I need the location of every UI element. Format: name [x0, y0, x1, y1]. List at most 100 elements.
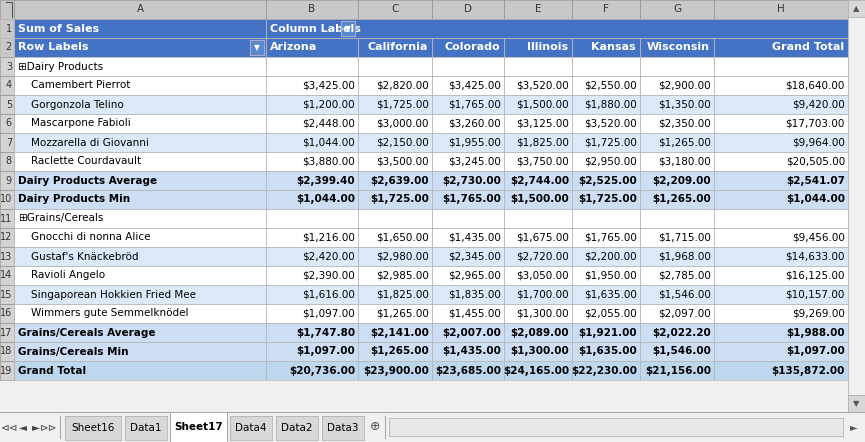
- Text: $17,703.00: $17,703.00: [785, 118, 845, 129]
- Text: $2,089.00: $2,089.00: [510, 328, 569, 338]
- Text: $1,988.00: $1,988.00: [786, 328, 845, 338]
- Text: 18: 18: [0, 347, 12, 357]
- Text: Gustaf's Knäckebröd: Gustaf's Knäckebröd: [18, 251, 138, 262]
- Bar: [432, 38, 504, 57]
- Text: 11: 11: [0, 213, 12, 224]
- Bar: [640, 190, 714, 209]
- Text: $18,640.00: $18,640.00: [785, 80, 845, 91]
- Text: $1,350.00: $1,350.00: [658, 99, 711, 110]
- Bar: [504, 133, 572, 152]
- Text: $10,157.00: $10,157.00: [785, 290, 845, 300]
- Bar: [358, 114, 432, 133]
- Bar: [504, 190, 572, 209]
- Text: $1,500.00: $1,500.00: [510, 194, 569, 205]
- Bar: [504, 342, 572, 361]
- Bar: [572, 152, 640, 171]
- Text: Colorado: Colorado: [445, 42, 500, 53]
- Bar: [714, 152, 848, 171]
- Bar: [14, 266, 266, 285]
- Text: Grand Total: Grand Total: [772, 42, 844, 53]
- Bar: [572, 95, 640, 114]
- Bar: [504, 323, 572, 342]
- Bar: [266, 266, 358, 285]
- Bar: [14, 133, 266, 152]
- Text: F: F: [603, 4, 609, 15]
- Bar: [640, 304, 714, 323]
- Bar: [266, 76, 358, 95]
- Bar: [0, 412, 865, 442]
- Bar: [432, 114, 504, 133]
- Bar: [358, 304, 432, 323]
- Text: Kansas: Kansas: [592, 42, 636, 53]
- Text: $2,525.00: $2,525.00: [578, 175, 637, 186]
- Bar: [358, 266, 432, 285]
- Text: $3,750.00: $3,750.00: [516, 156, 569, 167]
- Bar: [0, 228, 14, 247]
- Bar: [640, 76, 714, 95]
- Bar: [432, 95, 504, 114]
- Text: $2,055.00: $2,055.00: [584, 309, 637, 319]
- Text: $2,141.00: $2,141.00: [370, 328, 429, 338]
- Text: ▼: ▼: [853, 399, 860, 408]
- Text: Gnocchi di nonna Alice: Gnocchi di nonna Alice: [18, 232, 151, 243]
- Bar: [266, 57, 358, 76]
- Bar: [266, 323, 358, 342]
- Text: ▲: ▲: [853, 4, 860, 13]
- Bar: [266, 361, 358, 380]
- Bar: [14, 323, 266, 342]
- Bar: [0, 323, 14, 342]
- Bar: [504, 304, 572, 323]
- Bar: [432, 190, 504, 209]
- Text: Singaporean Hokkien Fried Mee: Singaporean Hokkien Fried Mee: [18, 290, 196, 300]
- Bar: [640, 152, 714, 171]
- Bar: [432, 171, 504, 190]
- Text: $1,300.00: $1,300.00: [510, 347, 569, 357]
- Bar: [714, 133, 848, 152]
- Text: $2,420.00: $2,420.00: [302, 251, 355, 262]
- Bar: [358, 95, 432, 114]
- Bar: [0, 209, 14, 228]
- Bar: [0, 247, 14, 266]
- Bar: [504, 247, 572, 266]
- Bar: [266, 342, 358, 361]
- Bar: [714, 190, 848, 209]
- Text: 16: 16: [0, 309, 12, 319]
- Text: 5: 5: [6, 99, 12, 110]
- Text: $22,230.00: $22,230.00: [571, 366, 637, 376]
- Bar: [65, 416, 120, 440]
- Bar: [432, 152, 504, 171]
- Bar: [266, 133, 358, 152]
- Text: $1,700.00: $1,700.00: [516, 290, 569, 300]
- Text: $1,216.00: $1,216.00: [302, 232, 355, 243]
- Bar: [714, 323, 848, 342]
- Text: $24,165.00: $24,165.00: [503, 366, 569, 376]
- Text: $1,725.00: $1,725.00: [584, 137, 637, 148]
- Bar: [714, 76, 848, 95]
- Text: $2,980.00: $2,980.00: [376, 251, 429, 262]
- Text: $3,260.00: $3,260.00: [448, 118, 501, 129]
- Bar: [432, 285, 504, 304]
- Bar: [572, 38, 640, 57]
- Bar: [640, 342, 714, 361]
- Bar: [714, 247, 848, 266]
- Bar: [432, 266, 504, 285]
- Text: $2,744.00: $2,744.00: [509, 175, 569, 186]
- Bar: [0, 38, 14, 57]
- Text: $2,022.20: $2,022.20: [652, 328, 711, 338]
- Text: $1,500.00: $1,500.00: [516, 99, 569, 110]
- Text: ►: ►: [850, 422, 858, 432]
- Text: $3,125.00: $3,125.00: [516, 118, 569, 129]
- Bar: [266, 171, 358, 190]
- Text: $2,550.00: $2,550.00: [584, 80, 637, 91]
- Bar: [0, 0, 14, 19]
- Bar: [14, 76, 266, 95]
- Bar: [0, 57, 14, 76]
- Bar: [432, 228, 504, 247]
- Text: $2,200.00: $2,200.00: [585, 251, 637, 262]
- Bar: [848, 0, 865, 17]
- Bar: [504, 114, 572, 133]
- Bar: [0, 19, 14, 38]
- Text: Wisconsin: Wisconsin: [647, 42, 710, 53]
- Text: $2,097.00: $2,097.00: [658, 309, 711, 319]
- Text: $20,736.00: $20,736.00: [289, 366, 355, 376]
